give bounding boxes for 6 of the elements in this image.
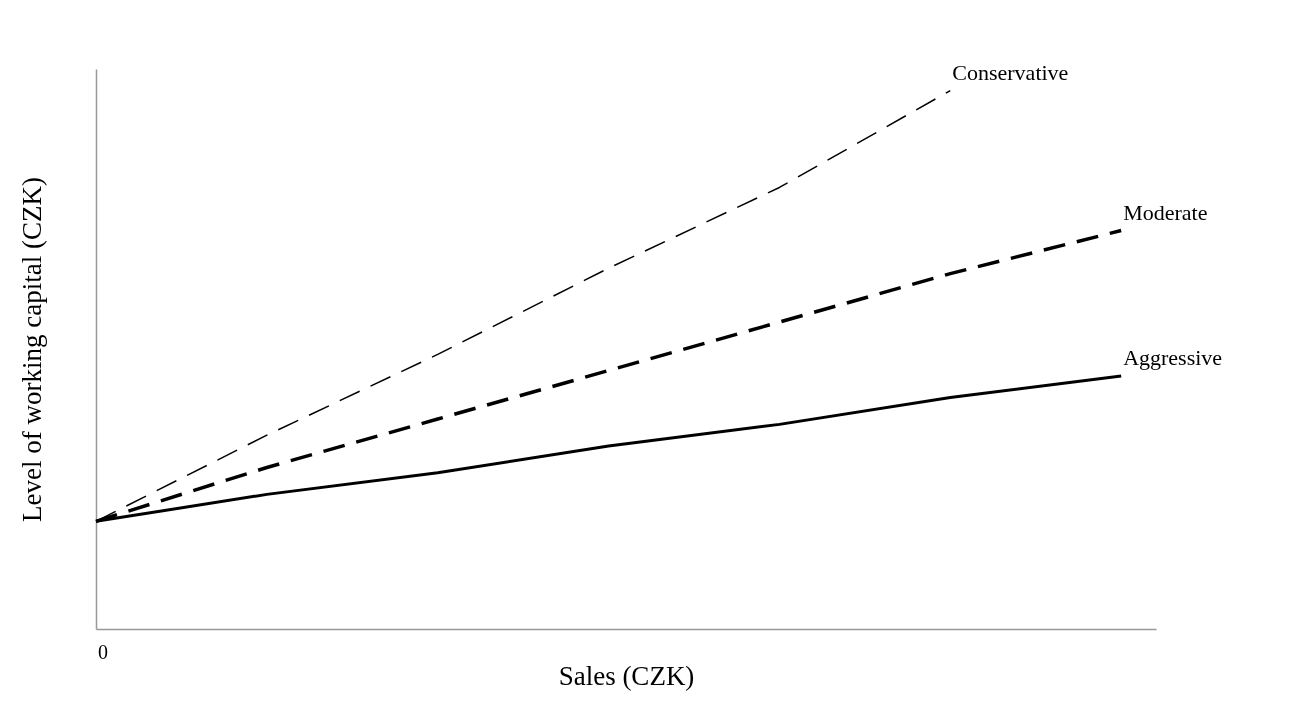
series-label: Aggressive [1123,344,1223,370]
y-axis-title: Level of working capital (CZK) [16,177,47,522]
text: 0 [98,641,108,663]
x-axis-title: Sales (CZK) [558,660,695,691]
series-label: Conservative [952,59,1069,85]
series-label: Moderate [1123,199,1208,225]
